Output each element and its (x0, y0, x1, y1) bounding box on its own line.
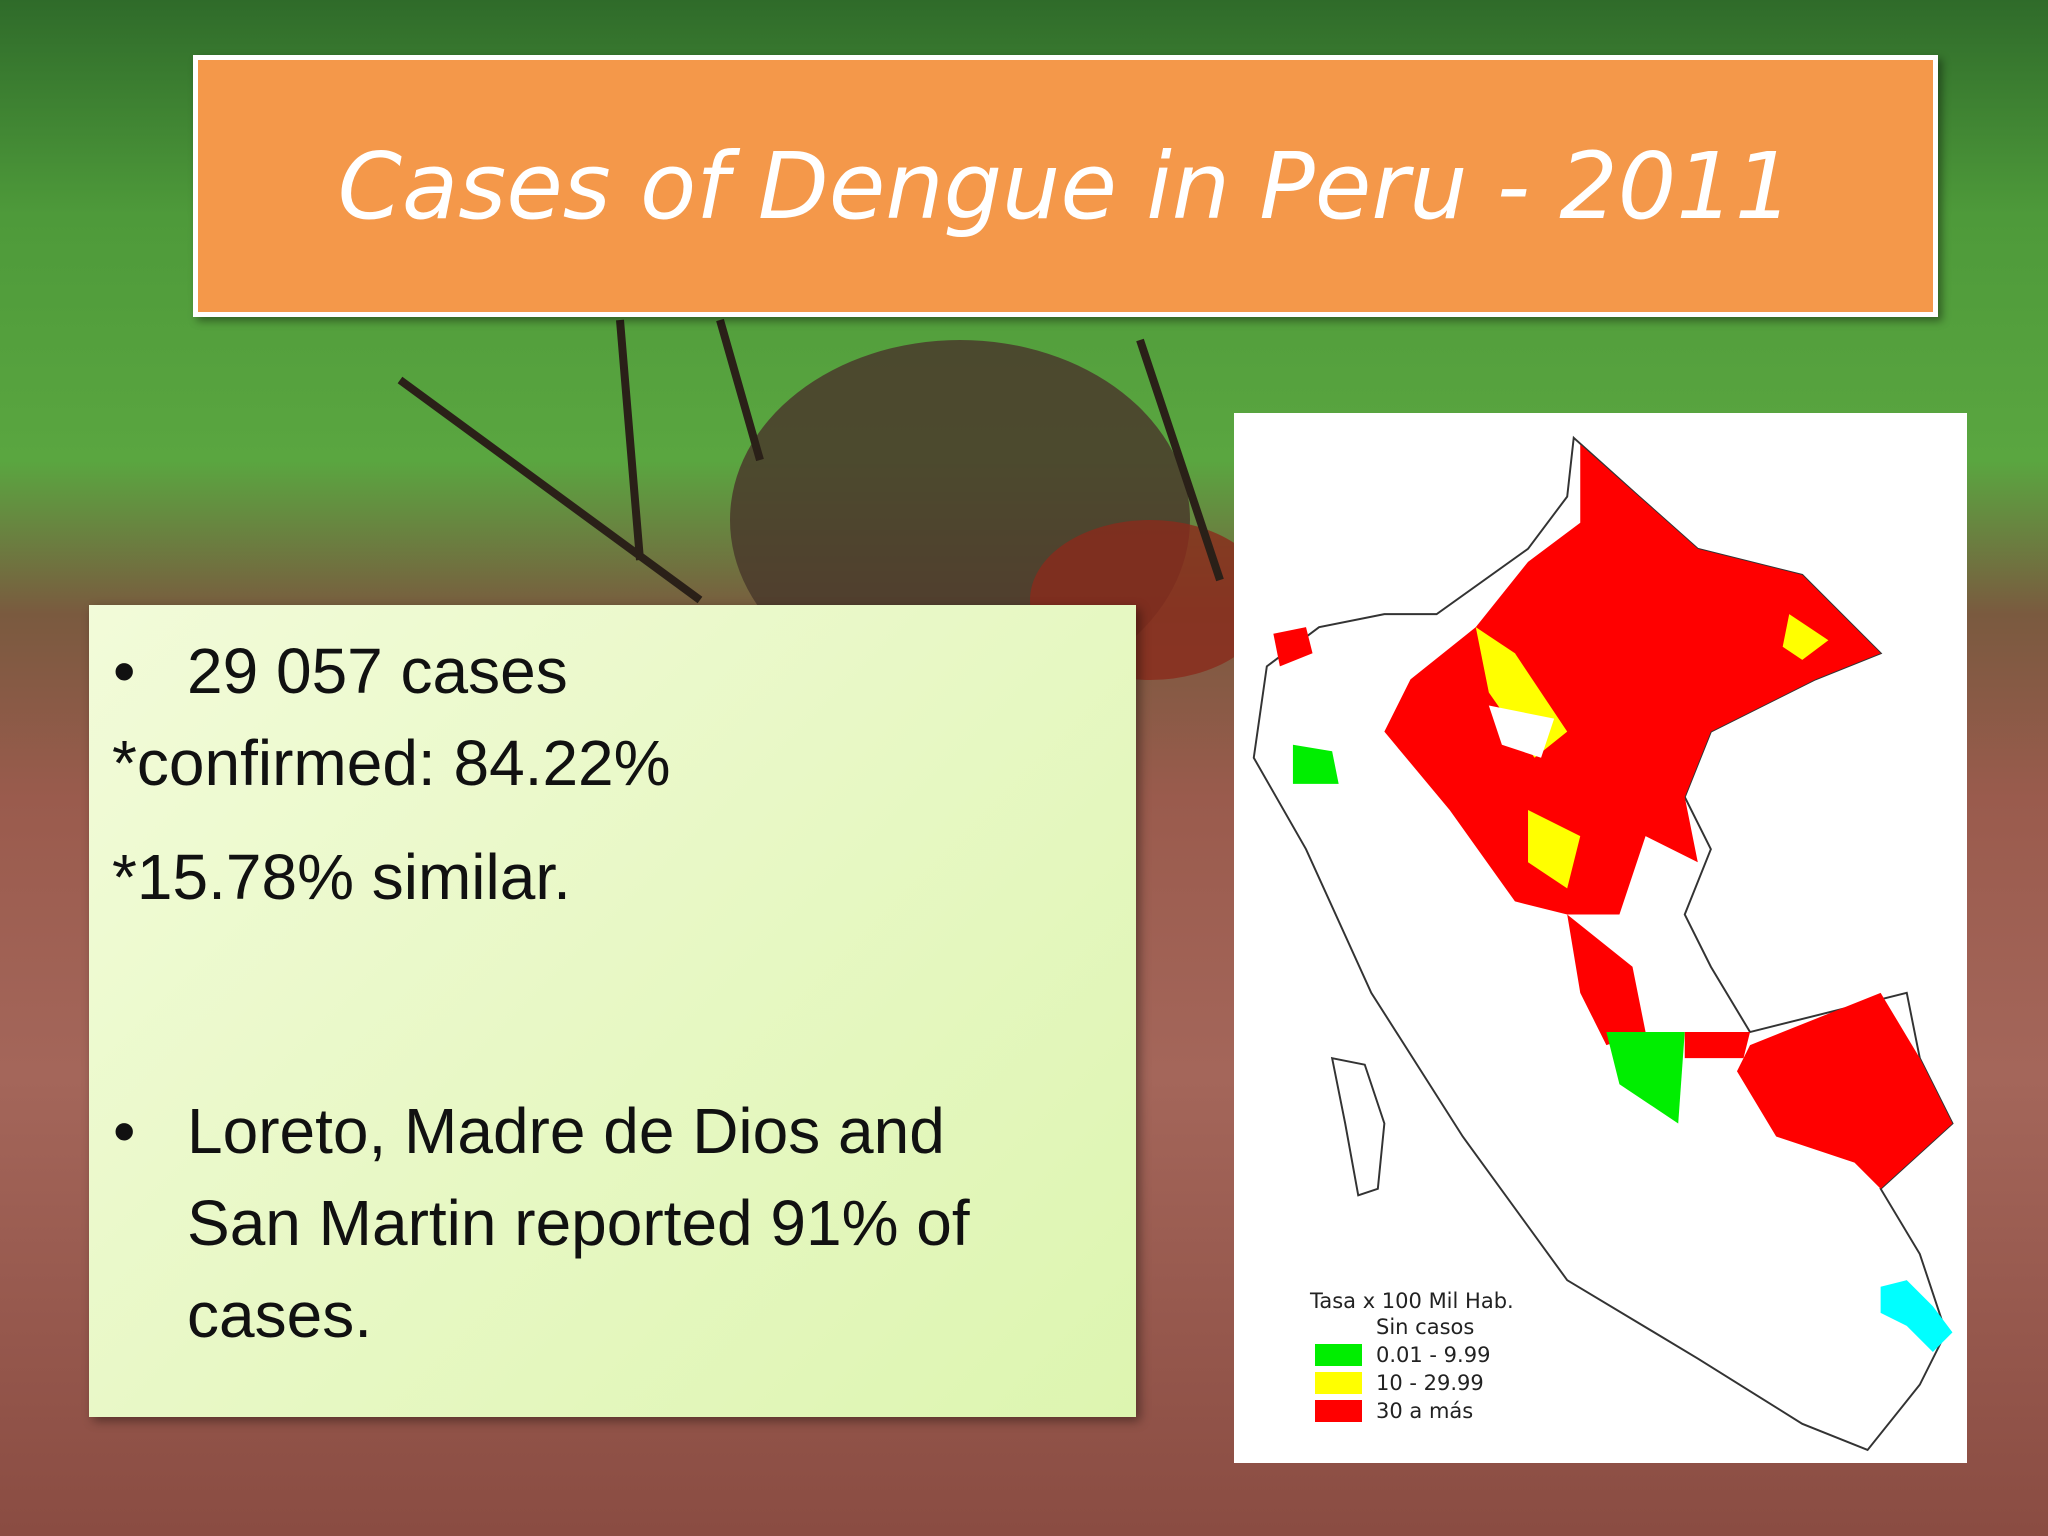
region-yellow (1528, 810, 1581, 889)
region-yellow (1782, 614, 1829, 660)
legend-swatch (1315, 1344, 1362, 1366)
region-green (1606, 1032, 1685, 1124)
region-red (1736, 992, 1953, 1189)
text-line: *15.78% similar. (112, 841, 571, 913)
slide-title: Cases of Dengue in Peru - 2011 (337, 132, 1794, 240)
region-red (1684, 1032, 1751, 1059)
bullet-line: Loreto, Madre de Dios and San Martin rep… (89, 1085, 1007, 1361)
legend-item: 10 - 29.99 (1315, 1369, 1514, 1397)
text-line: *confirmed: 84.22% (112, 727, 671, 799)
region-green (1292, 744, 1339, 784)
region-red (1384, 444, 1881, 915)
region-white (1488, 705, 1555, 758)
map-panel: Tasa x 100 Mil Hab. Sin casos 0.01 - 9.99… (1234, 413, 1967, 1463)
legend-label: 0.01 - 9.99 (1376, 1343, 1491, 1367)
spacer (89, 945, 1136, 1085)
legend-label: Sin casos (1376, 1315, 1475, 1339)
region-red (1273, 627, 1313, 667)
legend: Tasa x 100 Mil Hab. Sin casos 0.01 - 9.99… (1310, 1289, 1514, 1425)
legend-swatch (1315, 1400, 1362, 1422)
region-cyan (1880, 1280, 1953, 1352)
legend-title: Tasa x 100 Mil Hab. (1310, 1289, 1514, 1313)
text-box: 29 057 cases *confirmed: 84.22% *15.78% si… (89, 605, 1136, 1417)
legend-swatch (1315, 1372, 1362, 1394)
legend-item: Sin casos (1315, 1313, 1514, 1341)
legend-label: 30 a más (1376, 1399, 1474, 1423)
island-outline (1330, 1056, 1386, 1197)
title-box: Cases of Dengue in Peru - 2011 (193, 55, 1938, 317)
region-red (1567, 914, 1646, 1046)
legend-swatch (1315, 1316, 1362, 1338)
legend-label: 10 - 29.99 (1376, 1371, 1484, 1395)
legend-item: 30 a más (1315, 1397, 1514, 1425)
legend-item: 0.01 - 9.99 (1315, 1341, 1514, 1369)
peru-map (1252, 435, 1954, 1452)
bullet-line: 29 057 cases (89, 625, 1007, 717)
